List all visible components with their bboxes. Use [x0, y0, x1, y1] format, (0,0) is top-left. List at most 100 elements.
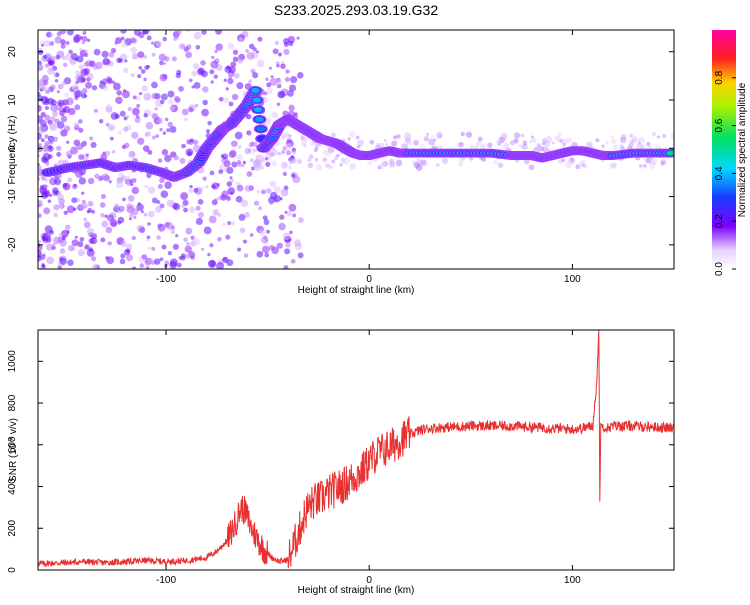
- noise-speckle: [300, 134, 305, 139]
- noise-speckle: [130, 46, 137, 54]
- noise-speckle: [532, 138, 537, 144]
- noise-speckle: [428, 138, 436, 146]
- noise-speckle: [612, 144, 619, 151]
- noise-speckle: [104, 214, 108, 218]
- noise-speckle: [126, 115, 130, 119]
- noise-speckle: [81, 88, 88, 94]
- noise-speckle: [83, 61, 90, 67]
- noise-speckle: [66, 205, 75, 214]
- noise-speckle: [227, 78, 234, 85]
- x-tick-label: 100: [564, 575, 581, 586]
- noise-speckle: [147, 246, 152, 250]
- noise-speckle: [271, 160, 277, 166]
- noise-speckle: [83, 68, 91, 75]
- colorbar-tick-label: 0.6: [714, 118, 725, 132]
- noise-speckle: [513, 138, 519, 144]
- noise-speckle: [124, 249, 131, 256]
- noise-speckle: [193, 81, 201, 89]
- y-tick-label: 10: [7, 94, 18, 106]
- noise-speckle: [194, 103, 199, 108]
- noise-speckle: [237, 247, 242, 252]
- noise-speckle: [114, 203, 120, 209]
- noise-speckle: [86, 73, 94, 80]
- y-tick-label: 200: [7, 519, 18, 536]
- noise-speckle: [120, 240, 127, 248]
- noise-speckle: [252, 141, 258, 147]
- noise-speckle: [50, 105, 59, 113]
- noise-speckle: [45, 234, 52, 240]
- noise-speckle: [44, 87, 51, 95]
- noise-speckle: [513, 132, 521, 139]
- colorbar-tick-label: 0.4: [714, 166, 725, 180]
- noise-speckle: [141, 30, 150, 35]
- noise-speckle: [47, 67, 55, 75]
- noise-speckle: [229, 176, 233, 180]
- noise-speckle: [115, 37, 122, 44]
- noise-speckle: [289, 84, 297, 92]
- noise-speckle: [266, 229, 270, 234]
- noise-speckle: [284, 76, 290, 83]
- noise-speckle: [59, 30, 67, 35]
- noise-speckle: [71, 84, 80, 92]
- noise-speckle: [441, 157, 449, 165]
- noise-speckle: [60, 43, 66, 49]
- noise-speckle: [175, 234, 179, 238]
- noise-speckle: [193, 31, 202, 40]
- noise-speckle: [132, 95, 137, 100]
- noise-speckle: [56, 151, 62, 157]
- noise-speckle: [49, 41, 55, 46]
- snr-x-ticks: -100 0 100: [156, 330, 581, 586]
- noise-speckle: [76, 142, 84, 151]
- noise-speckle: [620, 144, 624, 148]
- noise-speckle: [218, 96, 224, 102]
- noise-speckle: [101, 173, 109, 181]
- noise-speckle: [47, 199, 52, 204]
- noise-speckle: [130, 182, 134, 186]
- noise-speckle: [275, 61, 280, 65]
- noise-speckle: [65, 97, 74, 106]
- x-tick-label: 0: [366, 274, 372, 285]
- noise-speckle: [159, 73, 168, 82]
- noise-speckle: [249, 233, 254, 237]
- noise-speckle: [256, 250, 264, 258]
- noise-speckle: [143, 212, 148, 217]
- noise-speckle: [300, 140, 307, 147]
- noise-speckle: [70, 52, 78, 60]
- noise-speckle: [244, 185, 252, 192]
- noise-speckle: [162, 36, 167, 42]
- noise-speckle: [77, 75, 85, 84]
- snr-y-ticks: 0 200 400 600 800 1000: [7, 350, 674, 573]
- snr-frame: [37, 329, 675, 571]
- noise-speckle: [221, 190, 229, 198]
- noise-speckle: [86, 227, 95, 236]
- noise-speckle: [38, 239, 42, 244]
- noise-speckle: [38, 104, 42, 113]
- noise-speckle: [291, 173, 296, 178]
- noise-speckle: [383, 138, 387, 142]
- noise-speckle: [230, 61, 237, 68]
- noise-speckle: [167, 251, 172, 256]
- noise-speckle: [263, 219, 270, 226]
- noise-speckle: [45, 105, 49, 110]
- x-tick-label: -100: [156, 274, 176, 285]
- noise-speckle: [147, 222, 151, 226]
- noise-speckle: [245, 113, 252, 120]
- noise-speckle: [169, 125, 177, 133]
- noise-speckle: [183, 237, 188, 242]
- noise-speckle: [73, 122, 80, 128]
- noise-speckle: [67, 244, 75, 252]
- noise-speckle: [131, 235, 137, 241]
- snr-x-label: Height of straight line (km): [298, 585, 415, 596]
- noise-speckle: [416, 158, 421, 162]
- noise-speckle: [209, 243, 214, 248]
- noise-speckle: [40, 191, 48, 199]
- noise-speckle: [188, 78, 193, 83]
- noise-speckle: [288, 203, 297, 212]
- noise-speckle: [288, 104, 295, 112]
- ridge-blob: [250, 87, 260, 93]
- noise-speckle: [200, 60, 206, 66]
- noise-speckle: [670, 132, 674, 140]
- noise-speckle: [660, 159, 667, 165]
- noise-speckle: [146, 35, 152, 41]
- noise-speckle: [272, 48, 279, 55]
